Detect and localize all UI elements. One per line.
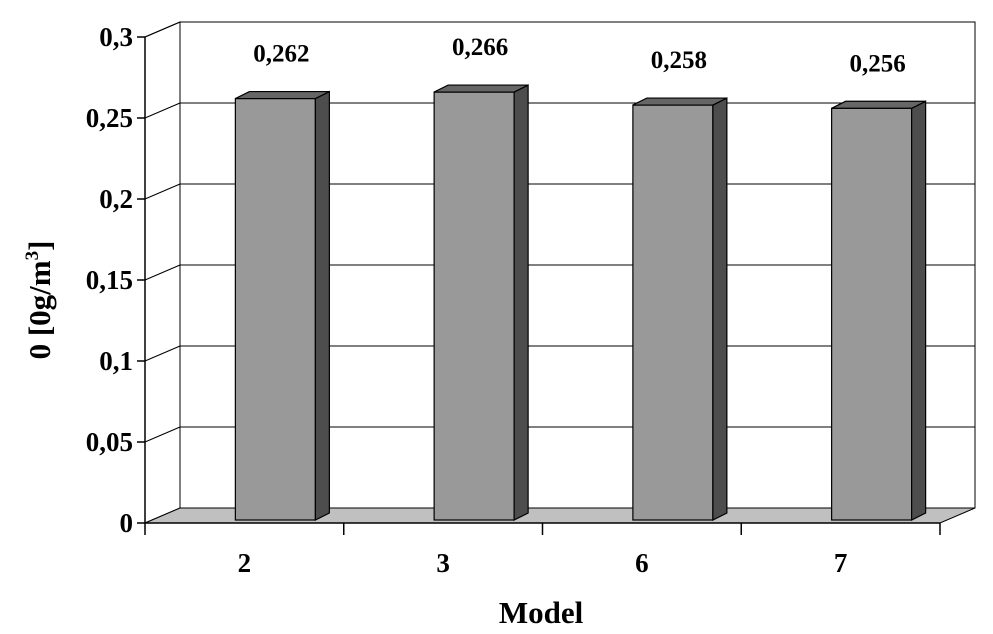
x-tick-label: 3 — [436, 548, 450, 578]
gridline-side — [144, 21, 181, 38]
bar — [632, 97, 728, 521]
x-tick-label: 6 — [635, 548, 649, 578]
bar-front — [234, 97, 316, 521]
data-label: 0,258 — [651, 47, 707, 74]
data-labels: 0,262 0,266 0,258 0,256 — [253, 34, 906, 77]
bar-front — [831, 107, 913, 521]
x-tick-label: 7 — [834, 548, 848, 578]
bar-front — [433, 91, 515, 521]
y-tick-label: 0,1 — [99, 346, 133, 376]
gridline-side — [144, 183, 181, 200]
bar-top — [632, 97, 728, 106]
y-tick-label: 0,25 — [86, 103, 133, 133]
y-axis-title: 0 [0g/m3] — [22, 241, 57, 360]
data-label: 0,262 — [253, 41, 309, 68]
x-tick-label: 2 — [238, 548, 252, 578]
y-tick-label: 0 — [120, 508, 134, 538]
bar — [234, 90, 330, 521]
gridline-side — [144, 102, 181, 119]
x-axis-title: Model — [499, 595, 584, 630]
y-axis-title-close: ] — [22, 241, 57, 251]
bar — [433, 84, 529, 521]
bar-side — [911, 100, 927, 521]
axes — [137, 36, 941, 535]
bar-side — [513, 84, 529, 521]
y-tick-label: 0,3 — [99, 22, 133, 52]
y-tick-labels: 0 0,05 0,1 0,15 0,2 0,25 0,3 — [86, 22, 133, 538]
bar-top — [433, 84, 529, 93]
gridline-side — [144, 264, 181, 281]
gridline-side — [144, 345, 181, 362]
data-label: 0,256 — [850, 50, 906, 77]
y-axis-title-sup: 3 — [22, 251, 43, 261]
y-tick-label: 0,15 — [86, 265, 133, 295]
data-label: 0,266 — [452, 34, 508, 61]
bar-side — [314, 90, 330, 521]
y-axis-title-main: 0 [0g/m — [22, 260, 57, 359]
x-tick-labels: 2 3 6 7 — [238, 548, 848, 578]
bar-front — [632, 104, 714, 521]
bar-top — [831, 100, 926, 109]
bar — [831, 100, 927, 521]
gridline-side — [144, 426, 181, 443]
bars — [234, 84, 927, 521]
bar-side — [712, 97, 728, 521]
y-tick-label: 0,05 — [86, 427, 133, 457]
bar-top — [235, 90, 330, 100]
y-tick-label: 0,2 — [99, 184, 133, 214]
